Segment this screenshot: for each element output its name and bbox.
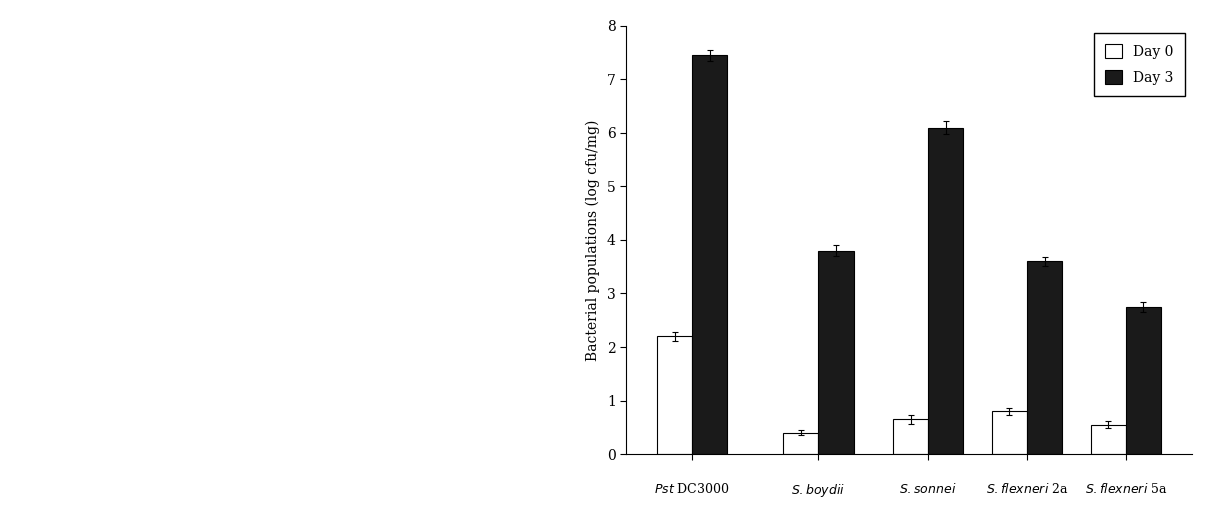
- Text: $\it{S.flexneri}$ 2a: $\it{S.flexneri}$ 2a: [434, 483, 502, 495]
- Y-axis label: Bacterial populations (log cfu/mg): Bacterial populations (log cfu/mg): [586, 119, 599, 361]
- Text: $\it{S.sonnei}$: $\it{S.sonnei}$: [359, 483, 407, 495]
- Text: $\it{S.sonnei}$: $\it{S.sonnei}$: [900, 482, 957, 496]
- Text: $\it{Pst}$ DC3000: $\it{Pst}$ DC3000: [654, 482, 730, 496]
- Bar: [1126, 307, 1161, 454]
- Bar: [992, 411, 1028, 454]
- Bar: [783, 432, 818, 454]
- Bar: [928, 127, 963, 454]
- Bar: [893, 420, 928, 454]
- Text: Buffer: Buffer: [26, 487, 60, 495]
- Text: $\it{S.boydii}$: $\it{S.boydii}$: [281, 481, 327, 495]
- Text: $\it{S.flexneri}$ 5a: $\it{S.flexneri}$ 5a: [1085, 482, 1167, 496]
- Bar: [1028, 261, 1062, 454]
- Bar: [818, 251, 854, 454]
- Text: $\it{Pst}$ DC3000: $\it{Pst}$ DC3000: [96, 483, 159, 495]
- Bar: [1091, 425, 1126, 454]
- Bar: [657, 336, 692, 454]
- Legend: Day 0, Day 3: Day 0, Day 3: [1094, 33, 1184, 95]
- Text: $\it{S.boydii}$: $\it{S.boydii}$: [792, 482, 845, 499]
- Text: $\it{Pst}$ DC3000
$\Delta\it{hrcC}$: $\it{Pst}$ DC3000 $\Delta\it{hrcC}$: [187, 470, 250, 495]
- Text: $\it{S.flexneri}$ 5a: $\it{S.flexneri}$ 5a: [519, 483, 587, 495]
- Text: $\it{S.flexneri}$ 2a: $\it{S.flexneri}$ 2a: [986, 482, 1069, 496]
- Bar: [692, 55, 727, 454]
